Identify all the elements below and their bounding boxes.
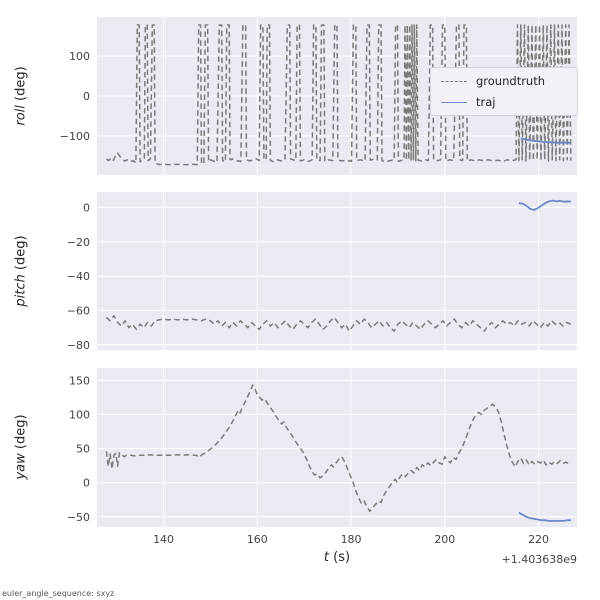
x-tick-label: 220 — [528, 533, 549, 546]
roll-axis-label-var: roll — [13, 105, 29, 126]
yaw-axis-label: yaw (deg) — [14, 414, 29, 479]
pitch-axis-label-unit: (deg) — [13, 235, 29, 275]
x-axis-label-unit: (s) — [329, 550, 351, 565]
yaw-traj-line — [518, 511, 571, 522]
solid-line-icon — [441, 101, 467, 103]
pitch-axes-background — [97, 192, 577, 350]
y-tick-label: −80 — [67, 339, 90, 352]
yaw-axis-label-unit: (deg) — [13, 414, 29, 454]
y-tick-label: 0 — [83, 477, 90, 490]
y-tick-label: −40 — [67, 270, 90, 283]
dashed-line-icon — [441, 80, 467, 82]
legend-entry-traj: traj — [441, 95, 567, 109]
y-tick-label: 150 — [69, 374, 90, 387]
pitch-groundtruth-line — [105, 314, 572, 332]
y-tick-label: 100 — [69, 50, 90, 63]
legend-entry-groundtruth: groundtruth — [441, 74, 567, 88]
x-tick-label: 200 — [434, 533, 455, 546]
y-tick-label: 0 — [83, 201, 90, 214]
footer-annotation: euler_angle_sequence: sxyz — [2, 589, 115, 598]
yaw-groundtruth-line — [105, 384, 572, 513]
pitch-axis-label: pitch (deg) — [14, 235, 29, 306]
x-tick-label: 180 — [341, 533, 362, 546]
x-tick-label: 160 — [247, 533, 268, 546]
pitch-traj-line — [518, 199, 571, 211]
yaw-axis-label-var: yaw — [13, 453, 29, 480]
x-axis-offset-text: +1.403638e9 — [501, 553, 577, 566]
roll-groundtruth-line — [105, 24, 572, 166]
y-tick-label: 50 — [76, 443, 90, 456]
y-tick-label: −50 — [67, 511, 90, 524]
legend-label-groundtruth: groundtruth — [476, 74, 546, 88]
legend: groundtruth traj — [430, 67, 578, 116]
y-tick-label: −20 — [67, 236, 90, 249]
roll-axis-label: roll (deg) — [14, 66, 29, 125]
roll-traj-line — [520, 137, 571, 144]
roll-axis-label-unit: (deg) — [13, 66, 29, 106]
x-axis-label: t (s) — [324, 550, 350, 565]
y-tick-label: 0 — [83, 90, 90, 103]
yaw-axes-background — [97, 368, 577, 527]
legend-label-traj: traj — [476, 95, 496, 109]
y-tick-label: −60 — [67, 305, 90, 318]
pitch-axis-label-var: pitch — [13, 274, 29, 307]
y-tick-label: −100 — [60, 130, 90, 143]
y-tick-label: 100 — [69, 408, 90, 421]
x-axis-label-var: t — [323, 550, 330, 565]
x-tick-label: 140 — [153, 533, 174, 546]
